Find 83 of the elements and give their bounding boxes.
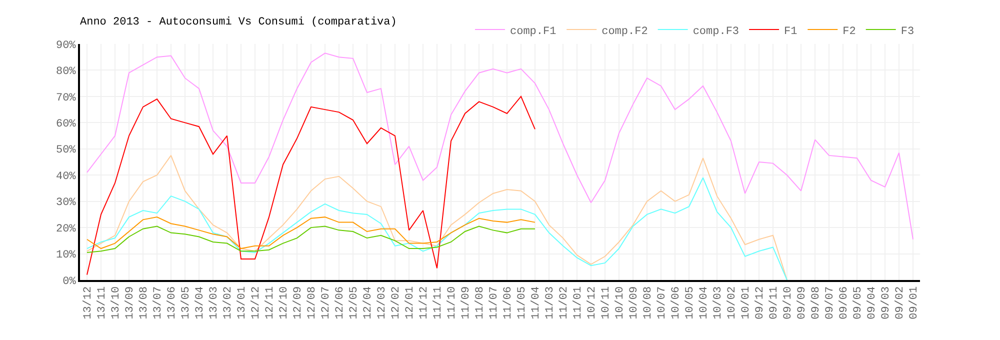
x-tick-label: 11/12 [418,286,431,320]
x-tick-label: 13/05 [180,286,193,320]
x-tick-label: 13/12 [82,286,95,320]
legend-label: F1 [784,26,798,38]
x-tick-label: 09/06 [838,286,851,320]
line-series [86,52,914,240]
x-tick-label: 11/04 [530,286,543,320]
x-tick-label: 09/01 [908,286,921,320]
x-tick-label: 11/10 [446,286,459,320]
x-tick-label: 13/04 [194,286,207,320]
x-tick-label: 10/05 [684,286,697,320]
x-tick-label: 09/08 [810,286,823,320]
x-tick-label: 12/08 [306,286,319,320]
x-tick-label: 09/07 [824,286,837,320]
y-tick-label: 70% [56,92,76,104]
x-tick-label: 10/04 [698,286,711,320]
x-tick-label: 11/07 [488,286,501,320]
y-tick-label: 0% [62,276,76,288]
x-tick-label: 11/08 [474,286,487,320]
x-tick-label: 09/12 [754,286,767,320]
x-tick-label: 11/09 [460,286,473,320]
y-tick-label: 60% [56,118,76,131]
x-tick-label: 12/02 [390,286,403,320]
y-tick-label: 50% [56,144,76,157]
x-tick-label: 13/08 [138,286,151,320]
x-tick-label: 11/01 [572,286,585,320]
x-tick-label: 12/12 [250,286,263,320]
y-tick-label: 90% [56,40,76,52]
x-tick-label: 13/03 [208,286,221,320]
x-tick-label: 11/02 [558,286,571,320]
x-tick-label: 13/06 [166,286,179,320]
x-tick-label: 09/09 [796,286,809,320]
line-series [86,177,788,280]
legend-label: comp.F3 [692,26,740,38]
legend-label: F2 [842,26,856,38]
x-tick-label: 13/09 [124,286,137,320]
legend-label: F3 [900,26,914,38]
x-tick-label: 12/05 [348,286,361,320]
x-tick-label: 09/10 [782,286,795,320]
x-tick-label: 09/02 [894,286,907,320]
x-tick-label: 10/07 [656,286,669,320]
x-tick-label: 12/01 [404,286,417,320]
y-tick-label: 10% [56,250,76,262]
y-tick-label: 20% [56,223,76,236]
y-tick-label: 30% [56,197,76,210]
x-tick-label: 12/04 [362,286,375,320]
x-tick-label: 09/04 [866,286,879,320]
x-tick-label: 12/07 [320,286,333,320]
x-tick-label: 12/06 [334,286,347,320]
legend-label: comp.F2 [602,26,648,38]
chart-title: Anno 2013 - Autoconsumi Vs Consumi (comparativa) [80,16,397,29]
x-tick-label: 10/10 [614,286,627,320]
x-tick-label: 09/11 [768,286,781,320]
x-tick-label: 10/06 [670,286,683,320]
x-tick-label: 13/02 [222,286,235,320]
x-tick-label: 11/03 [544,286,557,320]
line-series [86,96,536,276]
x-tick-label: 10/08 [642,286,655,320]
x-tick-label: 13/11 [96,286,109,320]
x-tick-label: 12/11 [264,286,277,320]
y-tick-label: 80% [56,66,76,78]
y-tick-label: 40% [56,170,76,183]
x-tick-label: 13/07 [152,286,165,320]
x-tick-label: 09/03 [880,286,893,320]
x-tick-label: 10/01 [740,286,753,320]
line-series [86,226,536,253]
x-tick-label: 13/01 [236,286,249,320]
x-tick-label: 10/02 [726,286,739,320]
x-tick-label: 11/11 [432,286,445,320]
x-tick-label: 12/10 [278,286,291,320]
x-tick-label: 11/05 [516,286,529,320]
x-tick-label: 09/05 [852,286,865,320]
legend-label: comp.F1 [510,26,557,38]
x-tick-label: 13/10 [110,286,123,320]
line-series [86,154,788,280]
x-tick-label: 10/12 [586,286,599,320]
x-tick-label: 10/03 [712,286,725,320]
x-tick-label: 12/03 [376,286,389,320]
x-tick-label: 12/09 [292,286,305,320]
x-tick-label: 10/09 [628,286,641,320]
x-tick-label: 10/11 [600,286,613,320]
line-series [86,216,536,250]
x-tick-label: 11/06 [502,286,515,320]
